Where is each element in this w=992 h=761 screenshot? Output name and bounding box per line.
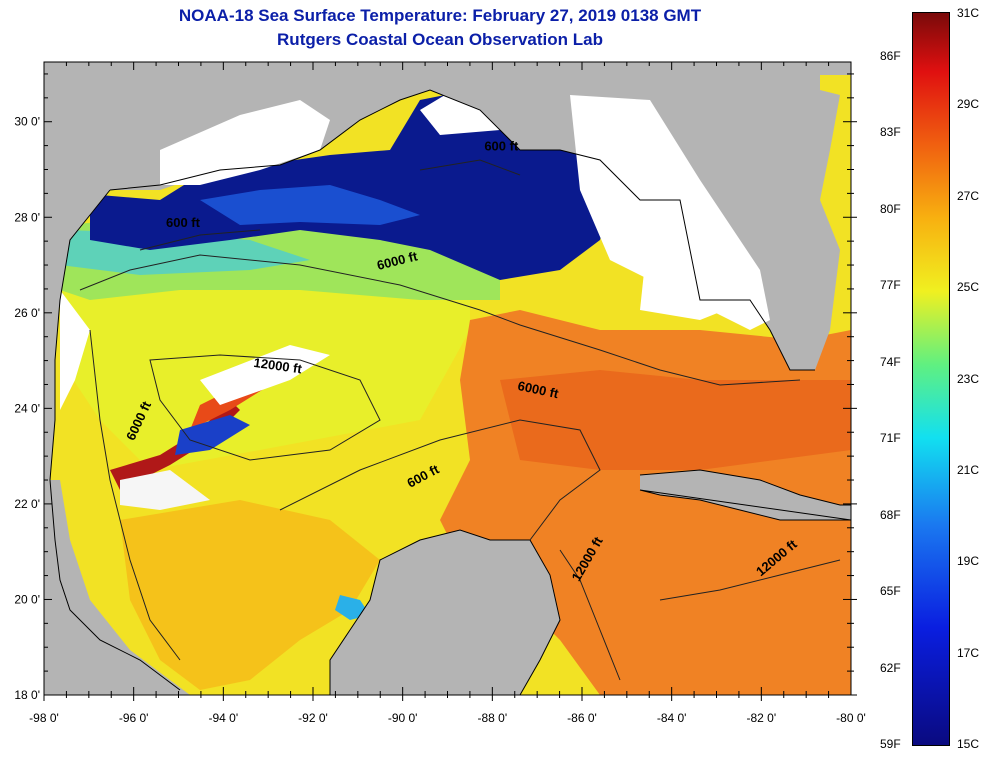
colorbar-c-label: 15C	[957, 737, 980, 751]
lon-label: -82 0'	[747, 711, 777, 725]
colorbar-f-label: 71F	[880, 431, 901, 446]
colorbar-c-label: 31C	[957, 6, 980, 20]
contour-label: 600 ft	[166, 215, 201, 230]
colorbar-c-label: 29C	[957, 97, 980, 112]
axis-labels: -98 0' -96 0' -94 0' -92 0' -90 0' -88 0' -86 …	[14, 115, 865, 725]
lon-label: -88 0'	[478, 711, 508, 725]
colorbar-f-label: 59F	[880, 737, 901, 751]
contour-6000ft	[79, 254, 801, 386]
colorbar-f-label: 74F	[880, 354, 901, 369]
contour-12000ft	[149, 354, 381, 461]
cuba	[640, 470, 851, 520]
lat-label: 28 0'	[14, 210, 40, 224]
map-subtitle: Rutgers Coastal Ocean Observation Lab	[277, 30, 603, 49]
axis-ticks	[43, 62, 857, 701]
lat-label: 18 0'	[14, 688, 40, 702]
colorbar-c-label: 17C	[957, 645, 980, 660]
colorbar-f-label: 80F	[880, 201, 901, 216]
cloud-patch	[120, 470, 210, 510]
lon-label: -90 0'	[388, 711, 418, 725]
colorbar-c-label: 21C	[957, 462, 980, 477]
contour-label: 600 ft	[484, 138, 519, 153]
cold-shelf-water	[90, 90, 620, 280]
bay-of-campeche	[120, 500, 380, 690]
lon-label: -92 0'	[298, 711, 328, 725]
colorbar-f-label: 83F	[880, 125, 901, 140]
contour-600ft-west	[89, 329, 181, 661]
map-plot-area	[44, 62, 851, 695]
cool-eddy-patch	[175, 415, 250, 455]
north-america-land	[44, 62, 851, 695]
yucatan-peninsula	[330, 530, 560, 695]
lat-label: 26 0'	[14, 306, 40, 320]
map-title: NOAA-18 Sea Surface Temperature: Februar…	[178, 6, 702, 25]
cloud-patch	[60, 290, 90, 410]
colorbar-c-label: 19C	[957, 554, 980, 569]
us-coastline	[109, 89, 815, 371]
colorbar-f-label: 86F	[880, 49, 901, 63]
colorbar-c-label: 25C	[957, 280, 980, 295]
lon-label: -98 0'	[29, 711, 59, 725]
lon-label: -96 0'	[119, 711, 149, 725]
mexico-land	[44, 480, 190, 695]
colorbar-c-label: 23C	[957, 371, 980, 386]
lon-label: -94 0'	[209, 711, 239, 725]
mexico-coastline	[49, 189, 181, 691]
temperature-colorbar	[912, 12, 950, 746]
florida-cloud	[570, 95, 770, 330]
lat-label: 24 0'	[14, 401, 40, 415]
contour-12000ft-east	[659, 559, 841, 601]
yucatan-coastline	[329, 529, 561, 695]
cloud-over-land	[160, 100, 330, 185]
contour-12000ft-caribbean	[559, 549, 621, 681]
lat-label: 30 0'	[14, 115, 40, 129]
lat-label: 20 0'	[14, 592, 40, 606]
colorbar-f-label: 77F	[880, 278, 901, 293]
lon-label: -80 0'	[836, 711, 866, 725]
lon-label: -86 0'	[567, 711, 597, 725]
shelf-blue-patch	[200, 185, 420, 225]
colorbar-f-label: 65F	[880, 584, 901, 599]
lat-label: 22 0'	[14, 497, 40, 511]
contour-label: 12000 ft	[253, 355, 304, 377]
colorbar-c-label: 27C	[957, 188, 980, 203]
cuba-coastline	[639, 469, 851, 521]
contour-600ft-north	[139, 159, 521, 251]
contour-600ft-south	[279, 419, 601, 541]
colorbar-f-label: 62F	[880, 660, 901, 675]
lon-label: -84 0'	[657, 711, 687, 725]
colorbar-f-label: 68F	[880, 507, 901, 522]
